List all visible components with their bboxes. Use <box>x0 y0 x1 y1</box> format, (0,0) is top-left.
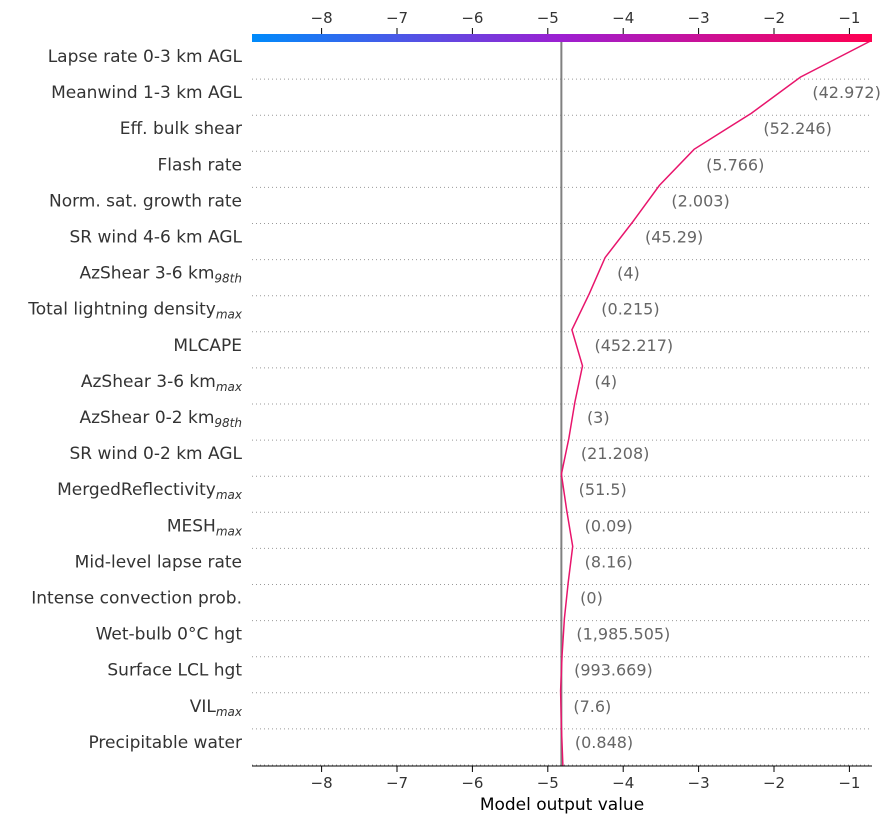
x-tick-label-top: −4 <box>612 9 634 27</box>
x-tick-label-top: −1 <box>838 9 860 27</box>
x-tick-label-bottom: −6 <box>461 774 483 792</box>
x-tick-label-bottom: −7 <box>386 774 408 792</box>
feature-label: Eff. bulk shear <box>120 119 242 139</box>
feature-value-label: (52.246) <box>763 119 831 138</box>
feature-label: Surface LCL hgt <box>107 661 242 681</box>
feature-label: Total lightning densitymax <box>27 300 243 322</box>
colorbar <box>252 34 872 42</box>
feature-value-label: (51.5) <box>579 480 627 499</box>
feature-value-label: (0.848) <box>575 733 633 752</box>
feature-value-label: (42.972) <box>812 83 880 102</box>
x-tick-label-top: −5 <box>537 9 559 27</box>
feature-value-label: (0.09) <box>585 516 633 535</box>
feature-label: VILmax <box>190 697 243 719</box>
feature-value-label: (993.669) <box>574 661 653 680</box>
feature-label: Wet-bulb 0°C hgt <box>96 625 243 645</box>
feature-value-label: (8.16) <box>585 552 633 571</box>
feature-value-labels: (8.928)(42.972)(52.246)(5.766)(2.003)(45… <box>573 83 880 752</box>
feature-label: Meanwind 1-3 km AGL <box>51 83 242 103</box>
decision-line <box>559 40 871 767</box>
feature-value-label: (452.217) <box>594 336 673 355</box>
feature-labels: Lapse rate 0-3 km AGL Meanwind 1-3 km AGL… <box>27 47 243 753</box>
feature-label: AzShear 3-6 km98th <box>79 264 242 286</box>
feature-value-label: (3) <box>587 408 610 427</box>
feature-value-label: (4) <box>617 264 640 283</box>
x-tick-label-bottom: −2 <box>763 774 785 792</box>
feature-label: Lapse rate 0-3 km AGL <box>48 47 243 67</box>
feature-label: AzShear 3-6 kmmax <box>81 372 243 394</box>
feature-label: Flash rate <box>158 155 243 175</box>
feature-label: MergedReflectivitymax <box>57 480 243 502</box>
feature-value-label: (2.003) <box>671 191 729 210</box>
feature-label: Intense convection prob. <box>31 589 242 609</box>
feature-label: MLCAPE <box>173 336 242 356</box>
decision-path <box>559 40 871 767</box>
feature-value-label: (5.766) <box>706 155 764 174</box>
x-tick-label-top: −6 <box>461 9 483 27</box>
x-tick-label-bottom: −4 <box>612 774 634 792</box>
feature-value-label: (1,985.505) <box>576 625 670 644</box>
feature-value-label: (4) <box>594 372 617 391</box>
feature-value-label: (21.208) <box>581 444 649 463</box>
x-axis-label: Model output value <box>480 795 644 815</box>
feature-label: Precipitable water <box>88 733 242 753</box>
x-tick-label-bottom: −8 <box>311 774 333 792</box>
feature-label: SR wind 0-2 km AGL <box>69 444 242 464</box>
x-tick-label-bottom: −3 <box>688 774 710 792</box>
x-tick-label-top: −2 <box>763 9 785 27</box>
x-tick-label-bottom: −1 <box>838 774 860 792</box>
feature-value-label: (0.215) <box>601 300 659 319</box>
x-tick-label-top: −8 <box>311 9 333 27</box>
feature-label: MESHmax <box>167 516 243 538</box>
x-tick-label-top: −3 <box>688 9 710 27</box>
x-tick-label-bottom: −5 <box>537 774 559 792</box>
feature-label: SR wind 4-6 km AGL <box>69 228 242 248</box>
feature-label: AzShear 0-2 km98th <box>79 408 242 430</box>
feature-value-label: (7.6) <box>573 697 611 716</box>
x-tick-label-top: −7 <box>386 9 408 27</box>
x-axis: −8 −8 −7 −7 −6 −6 −5 −5 −4 −4 −3 −3 −2 −2 −1 −1 <box>252 9 872 792</box>
feature-value-label: (45.29) <box>645 228 703 247</box>
feature-value-label: (0) <box>580 589 603 608</box>
grid-lines <box>252 78 872 766</box>
feature-label: Norm. sat. growth rate <box>49 191 242 211</box>
feature-label: Mid-level lapse rate <box>75 552 242 572</box>
